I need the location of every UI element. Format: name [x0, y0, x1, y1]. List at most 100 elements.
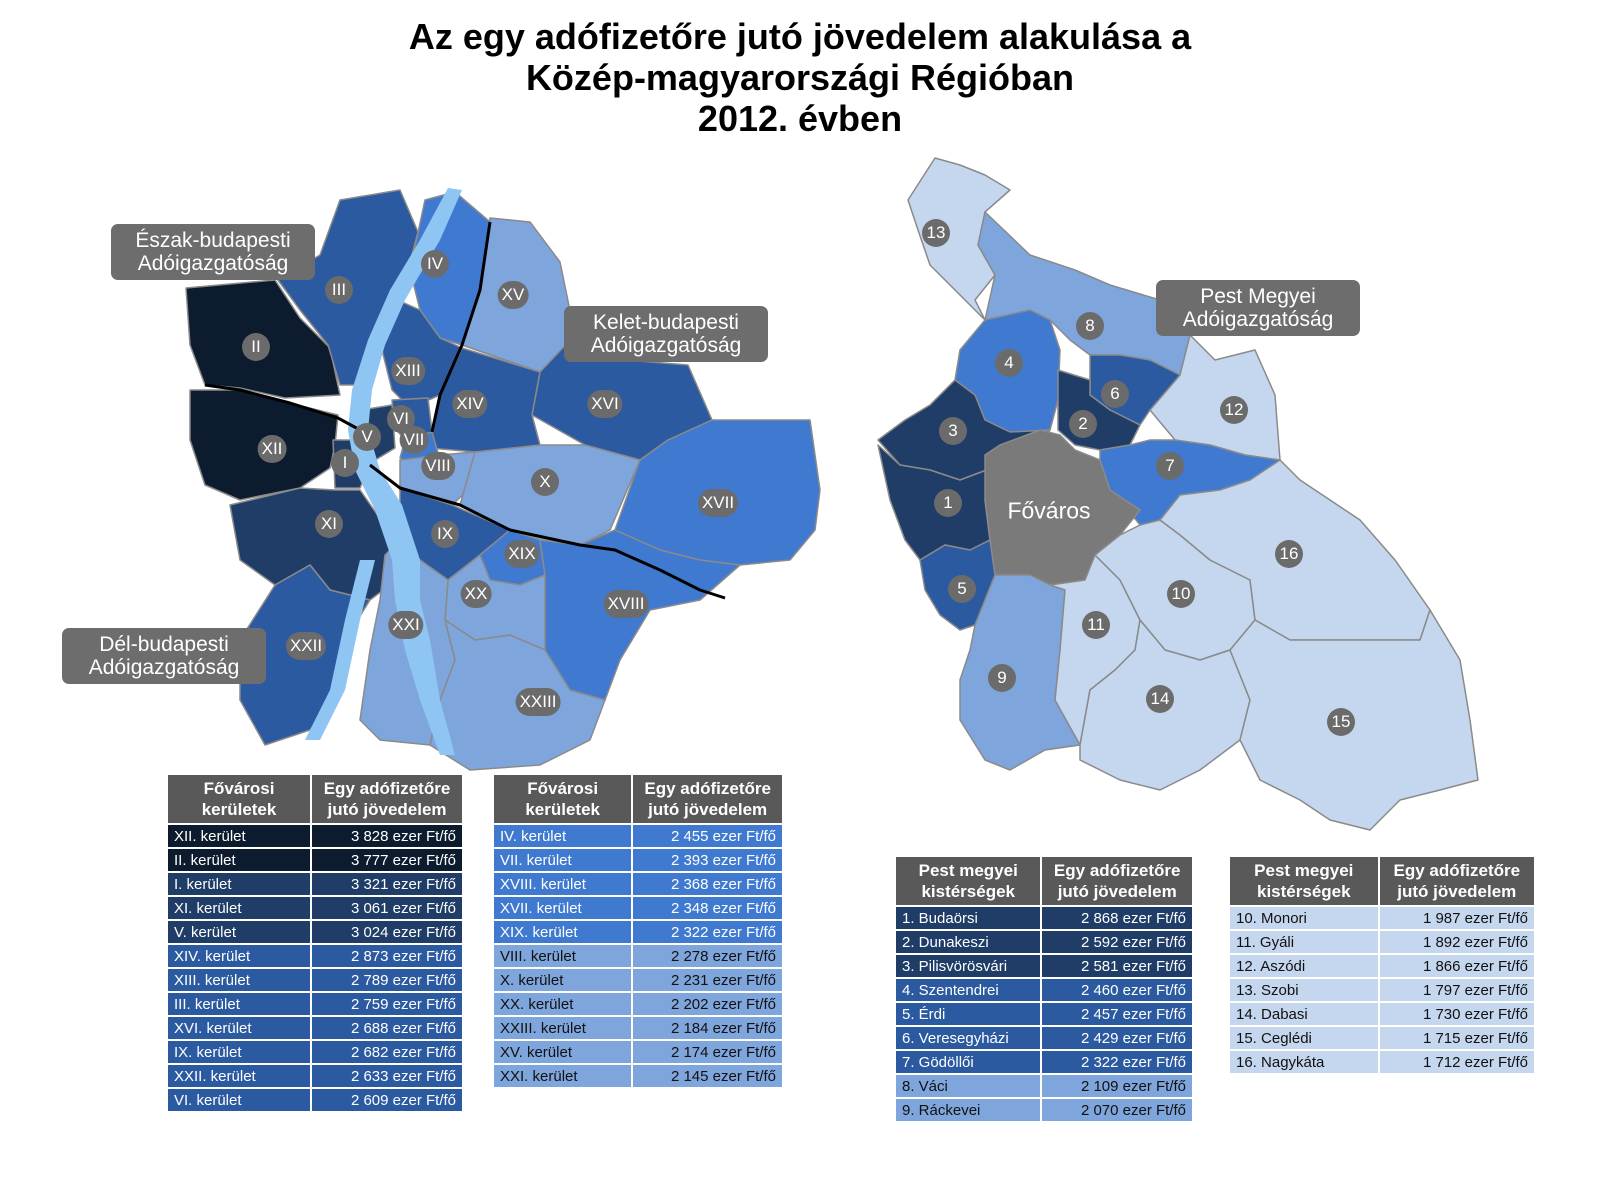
subregion-label-7: 7: [1156, 452, 1184, 480]
table-row: XI. kerület 3 061 ezer Ft/fő: [168, 897, 462, 919]
row-name: XV. kerület: [494, 1041, 632, 1063]
table-row: XXII. kerület 2 633 ezer Ft/fő: [168, 1065, 462, 1087]
row-name: 15. Ceglédi: [1230, 1027, 1378, 1049]
row-value: 2 868 ezer Ft/fő: [1042, 907, 1192, 929]
east-admin-callout: Kelet-budapesti Adóigazgatóság: [564, 306, 768, 362]
table-row: 15. Ceglédi 1 715 ezer Ft/fő: [1230, 1027, 1534, 1049]
subregion-label-3: 3: [939, 417, 967, 445]
subregion-label-14: 14: [1146, 685, 1174, 713]
budapest-map: [185, 188, 821, 771]
district-label-xv: XV: [497, 281, 529, 309]
table-row: VII. kerület 2 393 ezer Ft/fő: [494, 849, 782, 871]
table-row: VI. kerület 2 609 ezer Ft/fő: [168, 1089, 462, 1111]
district-label-x: X: [531, 468, 559, 496]
danube-river: [348, 188, 462, 755]
district-label-xvi: XVI: [587, 390, 623, 418]
row-value: 2 460 ezer Ft/fő: [1042, 979, 1192, 1001]
row-name: IV. kerület: [494, 825, 632, 847]
pest-callout-line-2: Adóigazgatóság: [1182, 308, 1334, 331]
east-admin-boundary: [430, 221, 492, 433]
table-row: III. kerület 2 759 ezer Ft/fő: [168, 993, 462, 1015]
row-value: 2 682 ezer Ft/fő: [312, 1041, 462, 1063]
subregion-label-15: 15: [1327, 708, 1355, 736]
table-row: XII. kerület 3 828 ezer Ft/fő: [168, 825, 462, 847]
table-header-subregion: Pest megyei kistérségek: [896, 857, 1041, 905]
subregion-13-szobi: [907, 157, 1011, 321]
district-label-ix: IX: [431, 520, 459, 548]
table-row: XIII. kerület 2 789 ezer Ft/fő: [168, 969, 462, 991]
row-value: 3 828 ezer Ft/fő: [312, 825, 462, 847]
east-callout-line-1: Kelet-budapesti: [593, 311, 739, 334]
district-label-xxiii: XXIII: [515, 688, 561, 716]
row-name: XI. kerület: [168, 897, 311, 919]
table-row: XIX. kerület 2 322 ezer Ft/fő: [494, 921, 782, 943]
row-value: 3 321 ezer Ft/fő: [312, 873, 462, 895]
pest-table-left: Pest megyei kistérségek Egy adófizetőre ju…: [894, 855, 1194, 1123]
subregion-label-10: 10: [1167, 580, 1195, 608]
pest-admin-callout: Pest Megyei Adóigazgatóság: [1156, 280, 1360, 336]
row-value: 3 777 ezer Ft/fő: [312, 849, 462, 871]
row-name: XIV. kerület: [168, 945, 311, 967]
table-row: 10. Monori 1 987 ezer Ft/fő: [1230, 907, 1534, 929]
pest-table-right: Pest megyei kistérségek Egy adófizetőre ju…: [1228, 855, 1536, 1075]
row-name: 4. Szentendrei: [896, 979, 1041, 1001]
subregion-label-9: 9: [988, 664, 1016, 692]
subregion-label-5: 5: [948, 575, 976, 603]
row-name: 1. Budaörsi: [896, 907, 1041, 929]
table-row: 14. Dabasi 1 730 ezer Ft/fő: [1230, 1003, 1534, 1025]
table-row: XVIII. kerület 2 368 ezer Ft/fő: [494, 873, 782, 895]
row-name: 16. Nagykáta: [1230, 1051, 1378, 1073]
district-label-viii: VIII: [421, 452, 455, 480]
subregion-label-8: 8: [1076, 312, 1104, 340]
row-value: 2 184 ezer Ft/fő: [633, 1017, 782, 1039]
table-row: 2. Dunakeszi 2 592 ezer Ft/fő: [896, 931, 1192, 953]
row-value: 2 688 ezer Ft/fő: [312, 1017, 462, 1039]
row-name: VII. kerület: [494, 849, 632, 871]
row-value: 2 455 ezer Ft/fő: [633, 825, 782, 847]
row-name: XII. kerület: [168, 825, 311, 847]
row-value: 2 393 ezer Ft/fő: [633, 849, 782, 871]
district-label-xxi: XXI: [388, 611, 424, 639]
row-name: I. kerület: [168, 873, 311, 895]
table-row: X. kerület 2 231 ezer Ft/fő: [494, 969, 782, 991]
south-callout-line-1: Dél-budapesti: [99, 633, 229, 656]
table-row: 3. Pilisvörösvári 2 581 ezer Ft/fő: [896, 955, 1192, 977]
budapest-table-left: Fővárosi kerületek Egy adófizetőre jutó jö…: [166, 773, 464, 1113]
row-name: 3. Pilisvörösvári: [896, 955, 1041, 977]
table-header-income: Egy adófizetőre jutó jövedelem: [312, 775, 462, 823]
row-name: XIX. kerület: [494, 921, 632, 943]
district-label-xii: XII: [257, 435, 287, 463]
row-name: III. kerület: [168, 993, 311, 1015]
district-label-xx: XX: [460, 580, 492, 608]
table-row: 16. Nagykáta 1 712 ezer Ft/fő: [1230, 1051, 1534, 1073]
row-value: 2 581 ezer Ft/fő: [1042, 955, 1192, 977]
row-value: 2 633 ezer Ft/fő: [312, 1065, 462, 1087]
north-admin-callout: Észak-budapesti Adóigazgatóság: [111, 224, 315, 280]
rackeve-danube: [305, 560, 375, 740]
district-label-xvii: XVII: [697, 489, 739, 517]
table-row: 9. Ráckevei 2 070 ezer Ft/fő: [896, 1099, 1192, 1121]
row-name: 14. Dabasi: [1230, 1003, 1378, 1025]
district-label-xviii: XVIII: [603, 590, 649, 618]
table-row: IV. kerület 2 455 ezer Ft/fő: [494, 825, 782, 847]
row-value: 2 759 ezer Ft/fő: [312, 993, 462, 1015]
district-label-xiv: XIV: [452, 390, 488, 418]
table-row: 7. Gödöllői 2 322 ezer Ft/fő: [896, 1051, 1192, 1073]
row-name: 7. Gödöllői: [896, 1051, 1041, 1073]
row-value: 3 024 ezer Ft/fő: [312, 921, 462, 943]
row-name: VIII. kerület: [494, 945, 632, 967]
row-value: 2 609 ezer Ft/fő: [312, 1089, 462, 1111]
row-name: 10. Monori: [1230, 907, 1378, 929]
fovaros-label: Főváros: [1007, 497, 1091, 524]
subregion-label-4: 4: [995, 349, 1023, 377]
row-value: 1 892 ezer Ft/fő: [1379, 931, 1534, 953]
district-label-xix: XIX: [504, 540, 540, 568]
row-value: 2 429 ezer Ft/fő: [1042, 1027, 1192, 1049]
district-label-ii: II: [242, 333, 270, 361]
row-name: XXIII. kerület: [494, 1017, 632, 1039]
subregion-label-16: 16: [1275, 540, 1303, 568]
table-row: 13. Szobi 1 797 ezer Ft/fő: [1230, 979, 1534, 1001]
district-label-xiii: XIII: [391, 357, 425, 385]
row-value: 1 797 ezer Ft/fő: [1379, 979, 1534, 1001]
south-admin-boundary: [369, 463, 726, 600]
